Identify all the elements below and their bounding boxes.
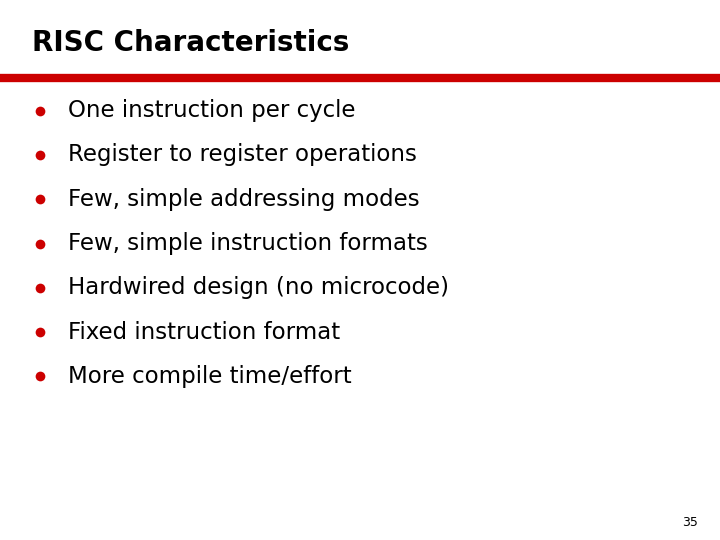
Text: Register to register operations: Register to register operations xyxy=(68,144,418,166)
Text: One instruction per cycle: One instruction per cycle xyxy=(68,99,356,122)
Text: Hardwired design (no microcode): Hardwired design (no microcode) xyxy=(68,276,449,299)
Text: More compile time/effort: More compile time/effort xyxy=(68,365,352,388)
Text: RISC Characteristics: RISC Characteristics xyxy=(32,29,350,57)
Text: 35: 35 xyxy=(683,516,698,529)
Text: Few, simple addressing modes: Few, simple addressing modes xyxy=(68,188,420,211)
Text: Fixed instruction format: Fixed instruction format xyxy=(68,321,341,343)
Text: Few, simple instruction formats: Few, simple instruction formats xyxy=(68,232,428,255)
